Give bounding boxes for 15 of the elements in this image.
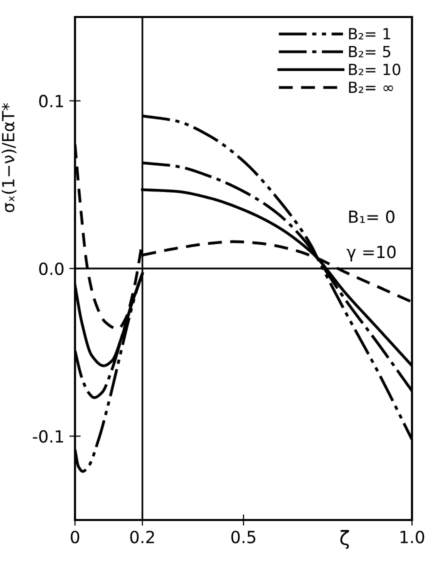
x-axis-title: ζ	[340, 530, 349, 549]
y-tick-label: -0.1	[32, 430, 64, 443]
x-tick-label: 0.2	[130, 530, 154, 544]
x-tick-label: 0.5	[231, 530, 256, 544]
annotation: γ =10	[346, 246, 396, 262]
y-axis-title: σₓ(1−ν)/EαT*	[2, 103, 16, 212]
legend-label: B₂= 10	[349, 64, 400, 76]
y-tick-label: 0.1	[39, 94, 64, 108]
y-tick-label: 0.0	[39, 262, 64, 276]
legend-label: B₂= 5	[349, 46, 390, 58]
annotation: B₁= 0	[349, 210, 394, 224]
x-tick-label: 1.0	[400, 530, 424, 544]
x-tick-label: 0	[70, 530, 80, 544]
legend-label: B₂= 1	[349, 28, 390, 40]
legend-label: B₂= ∞	[349, 82, 393, 93]
